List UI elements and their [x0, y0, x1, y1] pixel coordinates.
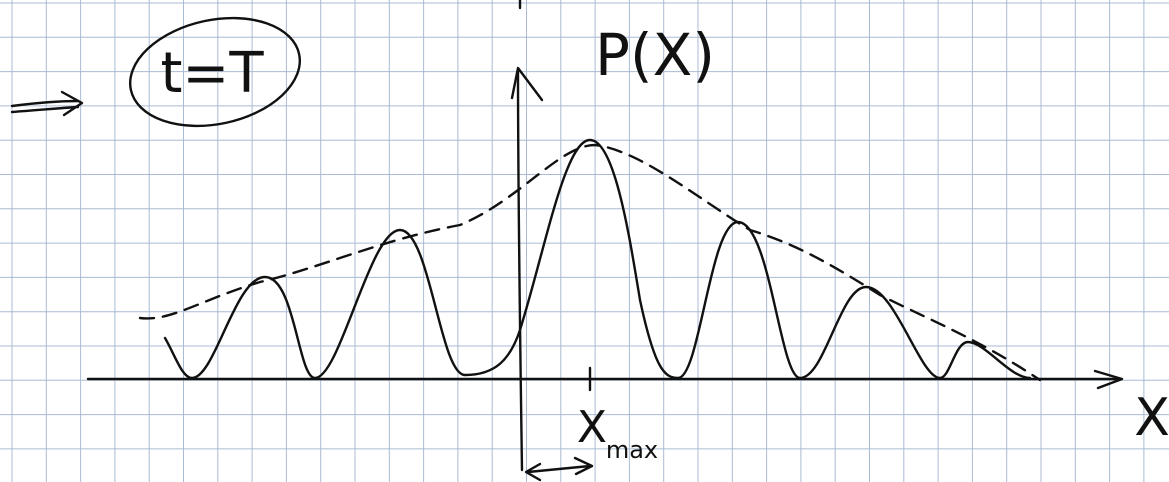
x-max-label: X	[577, 402, 607, 453]
pointer-arrow	[12, 92, 82, 115]
time-label: t=T	[160, 41, 264, 106]
distribution-curve	[165, 140, 1030, 378]
y-axis	[518, 70, 522, 470]
x-axis-label: X	[1134, 388, 1169, 448]
shift-arrow	[526, 458, 592, 480]
page: t=T P(X) X X max (() => { const data = J…	[0, 0, 1169, 482]
sketch: t=T P(X) X X max	[0, 0, 1169, 482]
x-max-subscript: max	[606, 436, 658, 464]
envelope-curve	[140, 145, 1040, 380]
y-axis-label: P(X)	[595, 21, 715, 89]
